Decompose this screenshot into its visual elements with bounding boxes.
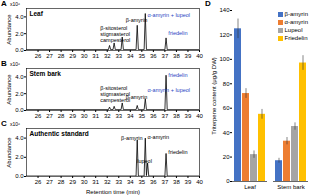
svg-text:80: 80 bbox=[223, 81, 230, 87]
svg-text:Leaf: Leaf bbox=[30, 10, 44, 17]
svg-text:Abundance: Abundance bbox=[6, 137, 12, 168]
svg-text:37: 37 bbox=[162, 179, 169, 185]
svg-text:27: 27 bbox=[46, 113, 53, 119]
svg-text:4.0: 4.0 bbox=[15, 74, 24, 80]
svg-text:Stem bark: Stem bark bbox=[30, 70, 62, 77]
svg-text:2.0: 2.0 bbox=[15, 31, 24, 37]
svg-text:Abundance: Abundance bbox=[6, 74, 12, 105]
svg-text:30: 30 bbox=[81, 113, 88, 119]
svg-text:β-amyrin: β-amyrin bbox=[126, 17, 148, 23]
svg-text:27: 27 bbox=[46, 179, 53, 185]
html-text:C x10⁶: C x10⁶ bbox=[1, 119, 21, 128]
svg-text:34: 34 bbox=[127, 113, 134, 119]
svg-text:26: 26 bbox=[35, 179, 42, 185]
svg-text:α-amyrin + lupeol: α-amyrin + lupeol bbox=[148, 12, 190, 18]
svg-text:60: 60 bbox=[223, 105, 230, 111]
svg-text:α-amyrin: α-amyrin bbox=[148, 134, 170, 140]
html-text:A: A bbox=[1, 0, 7, 8]
svg-text:35: 35 bbox=[138, 113, 145, 119]
svg-text:2.0: 2.0 bbox=[15, 91, 24, 97]
svg-text:20: 20 bbox=[223, 154, 230, 160]
svg-text:4.0: 4.0 bbox=[15, 135, 24, 141]
svg-text:friedelin: friedelin bbox=[168, 149, 187, 155]
svg-text:lupeol: lupeol bbox=[137, 158, 152, 164]
svg-text:campesterol: campesterol bbox=[100, 97, 131, 104]
svg-text:40: 40 bbox=[196, 179, 203, 185]
svg-text:40: 40 bbox=[223, 130, 230, 136]
svg-text:36: 36 bbox=[150, 53, 157, 59]
svg-text:β-sitosterol: β-sitosterol bbox=[100, 85, 128, 92]
svg-text:39: 39 bbox=[185, 53, 192, 59]
svg-text:campesterol: campesterol bbox=[100, 37, 130, 43]
svg-text:100: 100 bbox=[219, 56, 230, 62]
html-text:α-amyrin: α-amyrin bbox=[284, 19, 308, 25]
svg-text:26: 26 bbox=[35, 53, 42, 59]
svg-text:28: 28 bbox=[58, 179, 65, 185]
svg-text:32: 32 bbox=[104, 113, 111, 119]
svg-text:Abundance: Abundance bbox=[6, 14, 12, 45]
svg-text:36: 36 bbox=[150, 179, 157, 185]
svg-text:2.0: 2.0 bbox=[15, 154, 24, 160]
svg-text:120: 120 bbox=[219, 32, 230, 38]
svg-text:31: 31 bbox=[92, 179, 99, 185]
svg-text:35: 35 bbox=[138, 53, 145, 59]
svg-text:27: 27 bbox=[46, 53, 53, 59]
svg-text:Authentic standard: Authentic standard bbox=[30, 130, 89, 137]
svg-text:28: 28 bbox=[58, 53, 65, 59]
svg-text:37: 37 bbox=[162, 53, 169, 59]
svg-text:0.0: 0.0 bbox=[15, 107, 24, 113]
svg-text:34: 34 bbox=[127, 53, 134, 59]
html-text:B x10⁶: B x10⁶ bbox=[1, 59, 21, 68]
svg-text:30: 30 bbox=[81, 179, 88, 185]
svg-text:β-sitosterol: β-sitosterol bbox=[100, 25, 128, 32]
html-text:x10⁶: x10⁶ bbox=[10, 1, 21, 7]
svg-text:32: 32 bbox=[104, 179, 111, 185]
svg-text:0.0: 0.0 bbox=[15, 47, 24, 53]
svg-text:29: 29 bbox=[69, 53, 76, 59]
svg-text:31: 31 bbox=[92, 53, 99, 59]
svg-text:stigmasterol: stigmasterol bbox=[100, 31, 130, 38]
svg-text:Stem bark: Stem bark bbox=[277, 184, 305, 190]
svg-text:friedelin: friedelin bbox=[168, 72, 187, 78]
svg-text:34: 34 bbox=[127, 179, 134, 185]
svg-text:38: 38 bbox=[173, 53, 180, 59]
svg-text:39: 39 bbox=[185, 179, 192, 185]
svg-text:35: 35 bbox=[138, 179, 145, 185]
svg-text:36: 36 bbox=[150, 113, 157, 119]
svg-text:40: 40 bbox=[196, 53, 203, 59]
svg-text:33: 33 bbox=[115, 113, 122, 119]
svg-text:39: 39 bbox=[185, 113, 192, 119]
svg-text:β-amyrin: β-amyrin bbox=[126, 94, 148, 100]
html-text:Lupeol: Lupeol bbox=[284, 27, 303, 33]
svg-text:Triterpene content (μg/g DW): Triterpene content (μg/g DW) bbox=[211, 57, 217, 135]
svg-text:33: 33 bbox=[115, 179, 122, 185]
svg-text:α-amyrin + lupeol: α-amyrin + lupeol bbox=[148, 87, 190, 93]
svg-text:friedelin: friedelin bbox=[168, 30, 187, 36]
svg-text:28: 28 bbox=[58, 113, 65, 119]
svg-text:31: 31 bbox=[92, 113, 99, 119]
svg-text:β-amyrin: β-amyrin bbox=[121, 135, 143, 141]
html-text:Friedelin: Friedelin bbox=[284, 35, 308, 41]
svg-text:29: 29 bbox=[69, 113, 76, 119]
svg-text:38: 38 bbox=[173, 113, 180, 119]
svg-text:33: 33 bbox=[115, 53, 122, 59]
svg-text:40: 40 bbox=[196, 113, 203, 119]
svg-text:0.0: 0.0 bbox=[15, 173, 24, 179]
svg-text:0: 0 bbox=[226, 178, 230, 184]
svg-text:29: 29 bbox=[69, 179, 76, 185]
html-text:β-amyrin: β-amyrin bbox=[284, 11, 308, 17]
svg-text:Leaf: Leaf bbox=[244, 184, 256, 190]
svg-text:38: 38 bbox=[173, 179, 180, 185]
svg-text:140: 140 bbox=[219, 7, 230, 13]
html-text:D: D bbox=[205, 0, 211, 8]
svg-text:30: 30 bbox=[81, 53, 88, 59]
svg-text:Retention time (min): Retention time (min) bbox=[86, 189, 140, 195]
svg-text:4.0: 4.0 bbox=[15, 14, 24, 20]
svg-text:26: 26 bbox=[35, 113, 42, 119]
svg-text:32: 32 bbox=[104, 53, 111, 59]
svg-text:37: 37 bbox=[162, 113, 169, 119]
